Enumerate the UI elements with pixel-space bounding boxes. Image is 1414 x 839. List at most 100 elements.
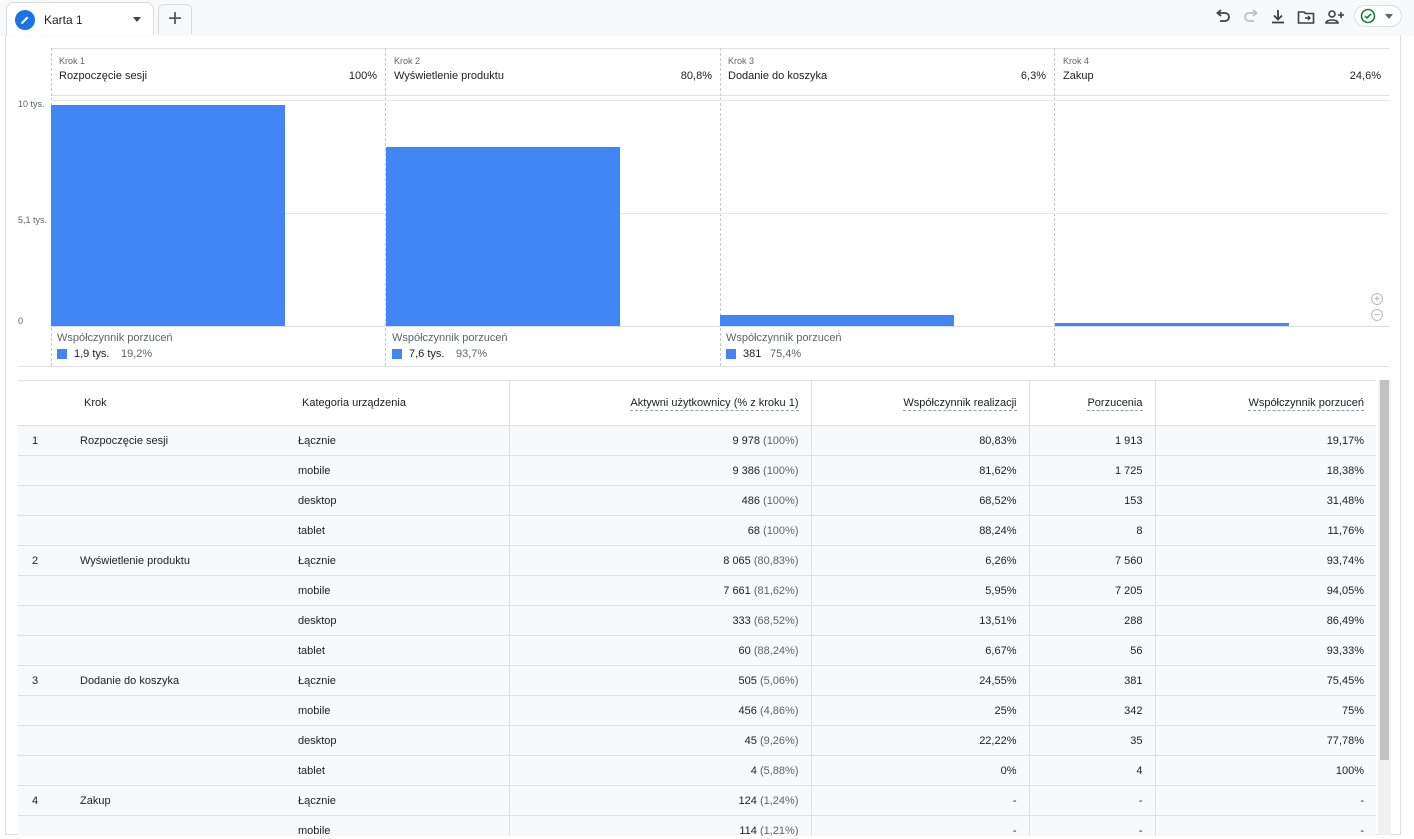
table-row[interactable]: mobile 7 661 (81,62%) 5,95% 7 205 94,05% (18, 575, 1376, 606)
cell-completion-rate: 0% (810, 755, 1029, 786)
table-row[interactable]: mobile 114 (1,21%) - - - (18, 815, 1376, 837)
cell-step-name (68, 605, 286, 636)
abandonment-1[interactable]: Współczynnik porzuceń 1,9 tys. 19,2% (51, 326, 385, 366)
step-header-3[interactable]: Krok 3 Dodanie do koszyka 6,3% (720, 48, 1054, 96)
cell-active-users: 8 065 (80,83%) (508, 545, 811, 576)
cell-device-category: mobile (286, 695, 509, 726)
cell-step-number (18, 605, 68, 636)
cell-abandonment-rate: 19,17% (1154, 425, 1376, 456)
table-row[interactable]: 2 Wyświetlenie produktu Łącznie 8 065 (80,8… (18, 545, 1376, 576)
share-user-icon[interactable] (1324, 7, 1346, 27)
cell-step-number (18, 485, 68, 516)
cell-abandonments: 1 913 (1028, 425, 1155, 456)
header-completion-rate[interactable]: Współczynnik realizacji (810, 381, 1029, 426)
step-number: Krok 4 (1063, 56, 1090, 66)
table-row[interactable]: desktop 333 (68,52%) 13,51% 288 86,49% (18, 605, 1376, 636)
funnel-bar-step-3[interactable] (720, 315, 954, 326)
cell-active-users: 9 978 (100%) (508, 425, 811, 456)
chart-bottom-border (18, 366, 1389, 367)
cell-step-number: 4 (18, 785, 68, 816)
abandonment-rate: 19,2% (121, 348, 153, 360)
cell-step-name (68, 635, 286, 666)
table-row[interactable]: 3 Dodanie do koszyka Łącznie 505 (5,06%) 24,… (18, 665, 1376, 696)
step-name: Rozpoczęcie sesji (59, 70, 148, 82)
table-row[interactable]: desktop 45 (9,26%) 22,22% 35 77,78% (18, 725, 1376, 756)
cell-step-name (68, 515, 286, 546)
step-percent: 6,3% (1020, 70, 1046, 82)
table-row[interactable]: mobile 456 (4,86%) 25% 342 75% (18, 695, 1376, 726)
funnel-bar-step-4[interactable] (1055, 323, 1289, 326)
abandonment-3[interactable]: Współczynnik porzuceń 381 75,4% (720, 326, 1054, 366)
cell-completion-rate: 6,26% (810, 545, 1029, 576)
cell-step-number (18, 575, 68, 606)
abandonment-2[interactable]: Współczynnik porzuceń 7,6 tys. 93,7% (386, 326, 720, 366)
users-value: 9 978 (732, 434, 760, 447)
header-active-users[interactable]: Aktywni użytkownicy (% z kroku 1) (508, 381, 811, 426)
table-row[interactable]: tablet 60 (88,24%) 6,67% 56 93,33% (18, 635, 1376, 666)
step-header-4[interactable]: Krok 4 Zakup 24,6% (1055, 48, 1389, 96)
table-row[interactable]: 4 Zakup Łącznie 124 (1,24%) - - - (18, 785, 1376, 816)
users-value: 4 (750, 764, 757, 777)
cell-abandonments: 4 (1028, 755, 1155, 786)
pencil-icon[interactable] (15, 10, 35, 30)
cell-step-number (18, 815, 68, 836)
header-device-category[interactable]: Kategoria urządzenia (302, 397, 406, 409)
table-row[interactable]: mobile 9 386 (100%) 81,62% 1 725 18,38% (18, 455, 1376, 486)
funnel-bar-step-1[interactable] (51, 105, 285, 326)
y-tick-label: 0 (18, 316, 24, 326)
funnel-bar-step-2[interactable] (386, 147, 620, 326)
cell-device-category: tablet (286, 515, 509, 546)
cell-active-users: 505 (5,06%) (508, 665, 811, 696)
status-dropdown[interactable] (1354, 5, 1402, 27)
step-name: Wyświetlenie produktu (394, 70, 504, 82)
cell-step-name (68, 815, 286, 836)
chevron-down-icon (1385, 14, 1393, 19)
add-tab-button[interactable]: + (158, 4, 192, 34)
funnel-table: Krok Kategoria urządzenia Aktywni użytko… (18, 380, 1376, 836)
step-divider (1054, 48, 1055, 366)
legend-swatch (57, 349, 67, 359)
cell-device-category: mobile (286, 575, 509, 606)
cell-step-number: 2 (18, 545, 68, 576)
step-header-2[interactable]: Krok 2 Wyświetlenie produktu 80,8% (386, 48, 720, 96)
header-abandonment-rate[interactable]: Współczynnik porzuceń (1154, 381, 1376, 426)
download-icon[interactable] (1268, 7, 1288, 27)
cell-abandonment-rate: 86,49% (1154, 605, 1376, 636)
users-percent: (100%) (763, 434, 799, 447)
zoom-in-icon[interactable]: + (1371, 293, 1383, 305)
undo-icon[interactable] (1213, 7, 1233, 27)
redo-icon[interactable] (1241, 7, 1261, 27)
users-percent: (9,26%) (759, 734, 799, 747)
tab-karta-1[interactable]: Karta 1 (6, 2, 154, 35)
users-value: 7 661 (723, 584, 751, 597)
scrollbar-thumb[interactable] (1380, 380, 1389, 760)
users-value: 114 (739, 824, 757, 837)
users-percent: (1,24%) (759, 794, 799, 807)
check-circle-icon (1360, 8, 1376, 24)
chevron-down-icon[interactable] (133, 17, 141, 22)
move-to-folder-icon[interactable] (1296, 7, 1316, 27)
cell-completion-rate: 5,95% (810, 575, 1029, 606)
step-header-1[interactable]: Krok 1 Rozpoczęcie sesji 100% (51, 48, 385, 96)
users-value: 486 (741, 494, 760, 507)
table-header-row: Krok Kategoria urządzenia Aktywni użytko… (18, 381, 1376, 426)
table-row[interactable]: desktop 486 (100%) 68,52% 153 31,48% (18, 485, 1376, 516)
header-abandonments[interactable]: Porzucenia (1028, 381, 1155, 426)
cell-device-category: mobile (286, 455, 509, 486)
header-step[interactable]: Krok (84, 397, 107, 409)
table-row[interactable]: tablet 68 (100%) 88,24% 8 11,76% (18, 515, 1376, 546)
cell-step-number: 1 (18, 425, 68, 456)
y-tick-label: 10 tys. (18, 99, 45, 109)
cell-step-name (68, 485, 286, 516)
zoom-out-icon[interactable]: − (1371, 309, 1383, 321)
table-row[interactable]: tablet 4 (5,88%) 0% 4 100% (18, 755, 1376, 786)
legend-swatch (392, 349, 402, 359)
table-row[interactable]: 1 Rozpoczęcie sesji Łącznie 9 978 (100%) 80,… (18, 425, 1376, 456)
users-percent: (100%) (763, 494, 799, 507)
cell-abandonment-rate: 77,78% (1154, 725, 1376, 756)
users-value: 8 065 (723, 554, 751, 567)
cell-device-category: Łącznie (286, 785, 509, 816)
users-percent: (80,83%) (753, 554, 799, 567)
step-name: Zakup (1063, 70, 1094, 82)
cell-abandonment-rate: 94,05% (1154, 575, 1376, 606)
